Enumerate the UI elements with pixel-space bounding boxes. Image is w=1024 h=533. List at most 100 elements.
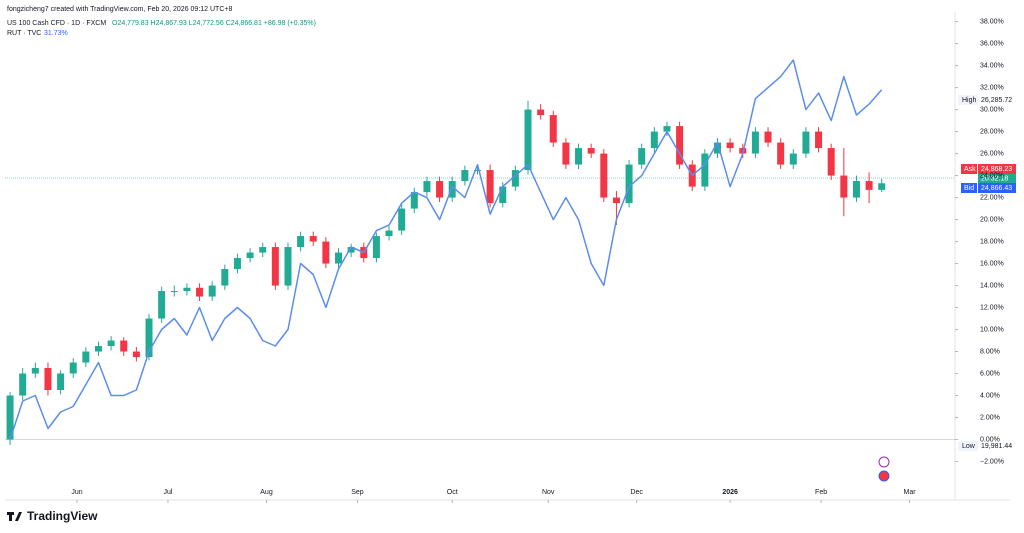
candle-body xyxy=(94,346,102,352)
compare-change: 31.73% xyxy=(44,30,68,37)
candle-body xyxy=(575,148,583,165)
candle-body xyxy=(865,181,873,190)
low-value: 19,981.44 xyxy=(981,443,1012,450)
candle-body xyxy=(714,142,721,154)
candle-body xyxy=(19,373,27,396)
x-tick-label: Oct xyxy=(447,489,458,496)
x-tick-label: Jun xyxy=(71,489,82,496)
candle-body xyxy=(789,153,797,165)
x-tick-label: Nov xyxy=(542,489,555,496)
y-tick-label: 8.00% xyxy=(980,348,1000,355)
candle-body xyxy=(663,126,671,132)
y-tick-label: 14.00% xyxy=(980,282,1004,289)
candle-body xyxy=(410,192,418,209)
ask-tag: Ask xyxy=(964,166,976,173)
candle-body xyxy=(638,148,646,165)
candle-body xyxy=(183,287,191,292)
y-tick-label: 20.00% xyxy=(980,216,1004,223)
candle-body xyxy=(385,230,393,237)
candle-body xyxy=(246,252,254,259)
candle-body xyxy=(777,142,785,165)
candle-body xyxy=(587,148,595,154)
timer: 20:32:18 xyxy=(981,175,1008,182)
bid-value: 24,866.43 xyxy=(981,185,1012,192)
candle-body xyxy=(233,258,241,270)
y-tick-label: 18.00% xyxy=(980,238,1004,245)
y-tick-label: 6.00% xyxy=(980,370,1000,377)
candle-body xyxy=(726,142,734,149)
candle-body xyxy=(612,197,620,204)
logo: TradingView xyxy=(7,509,98,523)
candle-body xyxy=(69,362,77,374)
candle-body xyxy=(549,115,557,143)
candle-body xyxy=(208,285,216,297)
candle-body xyxy=(650,131,658,149)
y-tick-label: 32.00% xyxy=(980,84,1004,91)
candle-body xyxy=(271,247,279,286)
x-tick-label: Dec xyxy=(630,489,643,496)
candle-body xyxy=(802,131,810,154)
candle-body xyxy=(764,131,772,143)
candle-body xyxy=(625,164,633,204)
high-label: High 26,285.72 xyxy=(958,95,1012,105)
candle-body xyxy=(398,208,406,231)
candle-body xyxy=(448,181,456,198)
candle-body xyxy=(815,131,823,149)
candle-body xyxy=(423,181,431,193)
candle-body xyxy=(852,181,860,198)
compare-line xyxy=(9,59,883,440)
candle-body xyxy=(6,395,14,440)
symbol: US 100 Cash CFD · 1D · FXCM xyxy=(7,20,106,27)
y-tick-label: 28.00% xyxy=(980,128,1004,135)
candle-body xyxy=(335,252,343,264)
x-tick-label: Sep xyxy=(351,489,364,496)
candle-body xyxy=(57,373,65,391)
y-tick-label: 34.00% xyxy=(980,62,1004,69)
candle-body xyxy=(196,287,204,297)
candle-body xyxy=(751,131,759,154)
timer-bg xyxy=(978,174,1016,183)
ask-value: 24,868.23 xyxy=(981,166,1012,173)
y-tick-label: 30.00% xyxy=(980,106,1004,113)
low-tag: Low xyxy=(962,443,976,450)
event-icon[interactable] xyxy=(878,456,890,468)
candle-body xyxy=(676,126,684,165)
candle-body xyxy=(221,269,229,286)
low-tag-bg xyxy=(958,441,978,451)
candle-body xyxy=(372,236,380,259)
x-tick-label: 2026 xyxy=(722,489,738,496)
x-tick-label: Jul xyxy=(163,489,172,496)
y-tick-label: 24.00% xyxy=(980,172,1004,179)
candle-body xyxy=(145,318,153,358)
candle-body xyxy=(486,170,494,204)
y-tick-label: 12.00% xyxy=(980,304,1004,311)
candle-body xyxy=(120,340,128,352)
candle-body xyxy=(132,351,140,358)
brand: TradingView xyxy=(27,509,98,523)
candle-body xyxy=(499,186,507,204)
candle-body xyxy=(284,247,292,286)
candle-body xyxy=(44,368,52,391)
candle-body xyxy=(562,142,570,165)
x-tick-label: Aug xyxy=(260,489,273,496)
high-tag-bg xyxy=(958,95,978,105)
candle-body xyxy=(537,109,545,116)
y-tick-label: 16.00% xyxy=(980,260,1004,267)
candle-body xyxy=(158,291,166,319)
candle-body xyxy=(107,340,115,347)
y-tick-label: 26.00% xyxy=(980,150,1004,157)
flag-icon[interactable] xyxy=(878,470,890,482)
candle-body xyxy=(297,236,305,248)
bid-tag-bg xyxy=(961,183,977,193)
y-tick-label: 38.00% xyxy=(980,18,1004,25)
ohlc: O24,779.83 H24,867.93 L24,772.56 C24,866… xyxy=(112,20,316,27)
candle-body xyxy=(82,351,90,363)
y-tick-label: 0.00% xyxy=(980,436,1000,443)
credit: fongzicheng7 created with TradingView.co… xyxy=(7,6,232,13)
candle-body xyxy=(322,241,330,264)
y-tick-label: 2.00% xyxy=(980,414,1000,421)
candle-body xyxy=(600,153,608,198)
y-tick-label: −2.00% xyxy=(980,458,1004,465)
